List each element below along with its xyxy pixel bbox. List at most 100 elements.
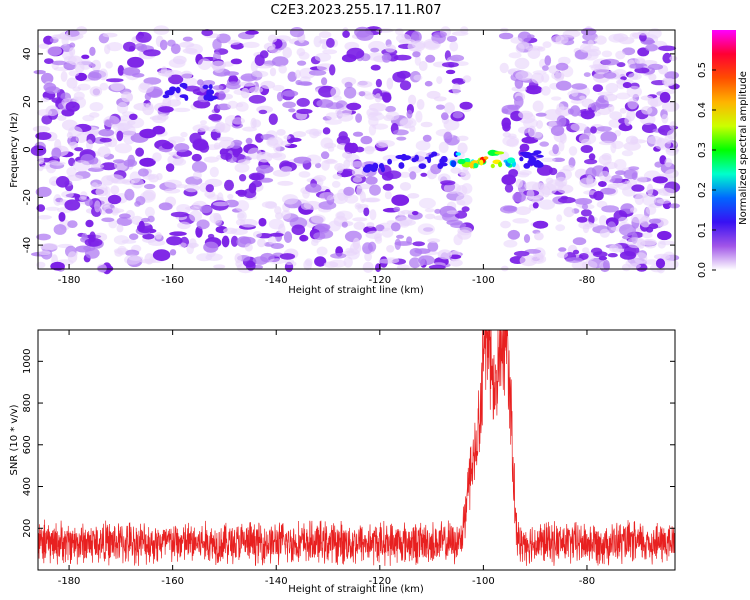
spectrogram-cell	[514, 95, 524, 108]
y-tick-label: 200	[22, 519, 33, 538]
spectrogram-cell	[578, 253, 589, 260]
spectrogram-echo-cell	[494, 151, 505, 155]
spectrogram-cell	[462, 75, 472, 83]
spectrogram-echo-cell	[402, 155, 412, 160]
spectrogram-cell	[343, 159, 351, 169]
spectrogram-cell	[157, 113, 169, 121]
spectrogram-cell	[74, 62, 85, 73]
spectrogram-cell	[270, 243, 284, 249]
spectrogram-cell	[457, 135, 469, 141]
spectrogram-cell	[35, 186, 52, 198]
spectrogram-cell	[258, 217, 267, 227]
spectrogram-cell	[542, 65, 549, 71]
spectrogram-cell	[359, 191, 366, 203]
spectrogram-cell	[134, 43, 145, 50]
spectrogram-cell	[252, 231, 262, 238]
spectrogram-cell	[414, 55, 421, 66]
spectrogram-cell	[152, 152, 162, 162]
spectrogram-cell	[60, 71, 68, 82]
spectrogram-cell	[526, 34, 535, 39]
spectrogram-echo-cell	[202, 84, 209, 90]
spectrogram-cell	[524, 181, 541, 191]
spectrogram-cell	[245, 30, 259, 35]
spectrogram-cell	[281, 210, 291, 220]
spectrogram-cell	[143, 49, 161, 57]
spectrogram-cell	[318, 31, 332, 39]
spectrogram-cell	[412, 241, 426, 247]
spectrogram-cell	[305, 183, 322, 193]
spectrogram-cell	[192, 171, 202, 180]
spectrogram-cell	[114, 143, 133, 154]
spectrogram-cell	[656, 198, 671, 204]
spectrogram-cell	[205, 253, 223, 261]
spectrogram-cell	[325, 119, 342, 125]
spectrogram-cell	[603, 93, 618, 102]
spectrogram-cell	[504, 184, 514, 193]
spectrogram-cell	[170, 211, 189, 218]
spectrogram-cell	[452, 111, 464, 119]
spectrogram-cell	[356, 183, 373, 190]
spectrogram-cell	[180, 70, 193, 80]
spectrogram-cell	[596, 126, 612, 132]
spectrogram-cell	[652, 176, 668, 184]
spectrogram-cell	[116, 224, 124, 233]
spectrogram-cell	[297, 81, 312, 86]
spectrogram-cell	[622, 82, 632, 89]
spectrogram-cell	[223, 227, 238, 234]
spectrogram-cell	[141, 217, 151, 223]
spectrogram-cell	[223, 71, 239, 76]
spectrogram-cell	[158, 202, 173, 211]
spectrogram-cell	[350, 161, 365, 168]
spectrogram-cell	[619, 107, 627, 114]
spectrogram-echo-cell	[165, 90, 175, 96]
snr-series-line	[37, 329, 676, 566]
spectrogram-cell	[261, 201, 277, 209]
spectrogram-cell	[384, 191, 392, 200]
spectrogram-cell	[544, 55, 552, 66]
spectrogram-cell	[218, 139, 235, 149]
spectrogram-cell	[634, 67, 650, 74]
spectrogram-cell	[352, 176, 363, 183]
spectrogram-cell	[341, 77, 357, 86]
spectrogram-cell	[399, 119, 414, 126]
spectrogram-cell	[67, 251, 78, 263]
spectrogram-cell	[283, 135, 291, 140]
spectrogram-cell	[531, 72, 544, 84]
spectrogram-cell	[287, 71, 297, 82]
spectrogram-cell	[319, 192, 336, 201]
spectrogram-cell	[341, 221, 348, 228]
spectrogram-cell	[164, 188, 181, 194]
spectrogram-cell	[452, 83, 461, 95]
spectrogram-cell	[114, 249, 123, 257]
spectrogram-cell	[663, 78, 676, 87]
spectrogram-cell	[628, 166, 640, 171]
spectrogram-cell	[276, 91, 284, 102]
spectrogram-cell	[424, 80, 433, 87]
spectrogram-cell	[346, 102, 362, 111]
spectrogram-cell	[267, 34, 278, 43]
spectrogram-cell	[414, 248, 431, 254]
spectrogram-cell	[570, 105, 581, 117]
spectrogram-cell	[51, 147, 62, 159]
spectrogram-cell	[659, 91, 671, 103]
spectrogram-cell	[303, 200, 322, 210]
spectrogram-cell	[189, 210, 203, 222]
spectrogram-cell	[254, 54, 265, 66]
spectrogram-cell	[269, 67, 277, 77]
spectrogram-cell	[342, 151, 352, 159]
x-tick-label: -180	[58, 576, 81, 587]
spectrogram-cell	[621, 150, 634, 157]
spectrogram-cell	[630, 214, 648, 224]
spectrogram-cell	[362, 261, 374, 273]
spectrogram-cell	[234, 162, 250, 173]
spectrogram-cell	[441, 61, 459, 68]
spectrogram-y-ticks: -40 -20 0 20 40	[22, 48, 675, 253]
spectrogram-cell	[343, 186, 355, 196]
spectrogram-cell	[507, 229, 520, 240]
spectrogram-cell	[314, 52, 332, 62]
spectrogram-cell	[456, 200, 466, 206]
spectrogram-cell	[123, 159, 138, 168]
spectrogram-cell	[626, 85, 642, 98]
spectrogram-cell	[240, 87, 250, 99]
spectrogram-echo-cell	[530, 152, 539, 156]
